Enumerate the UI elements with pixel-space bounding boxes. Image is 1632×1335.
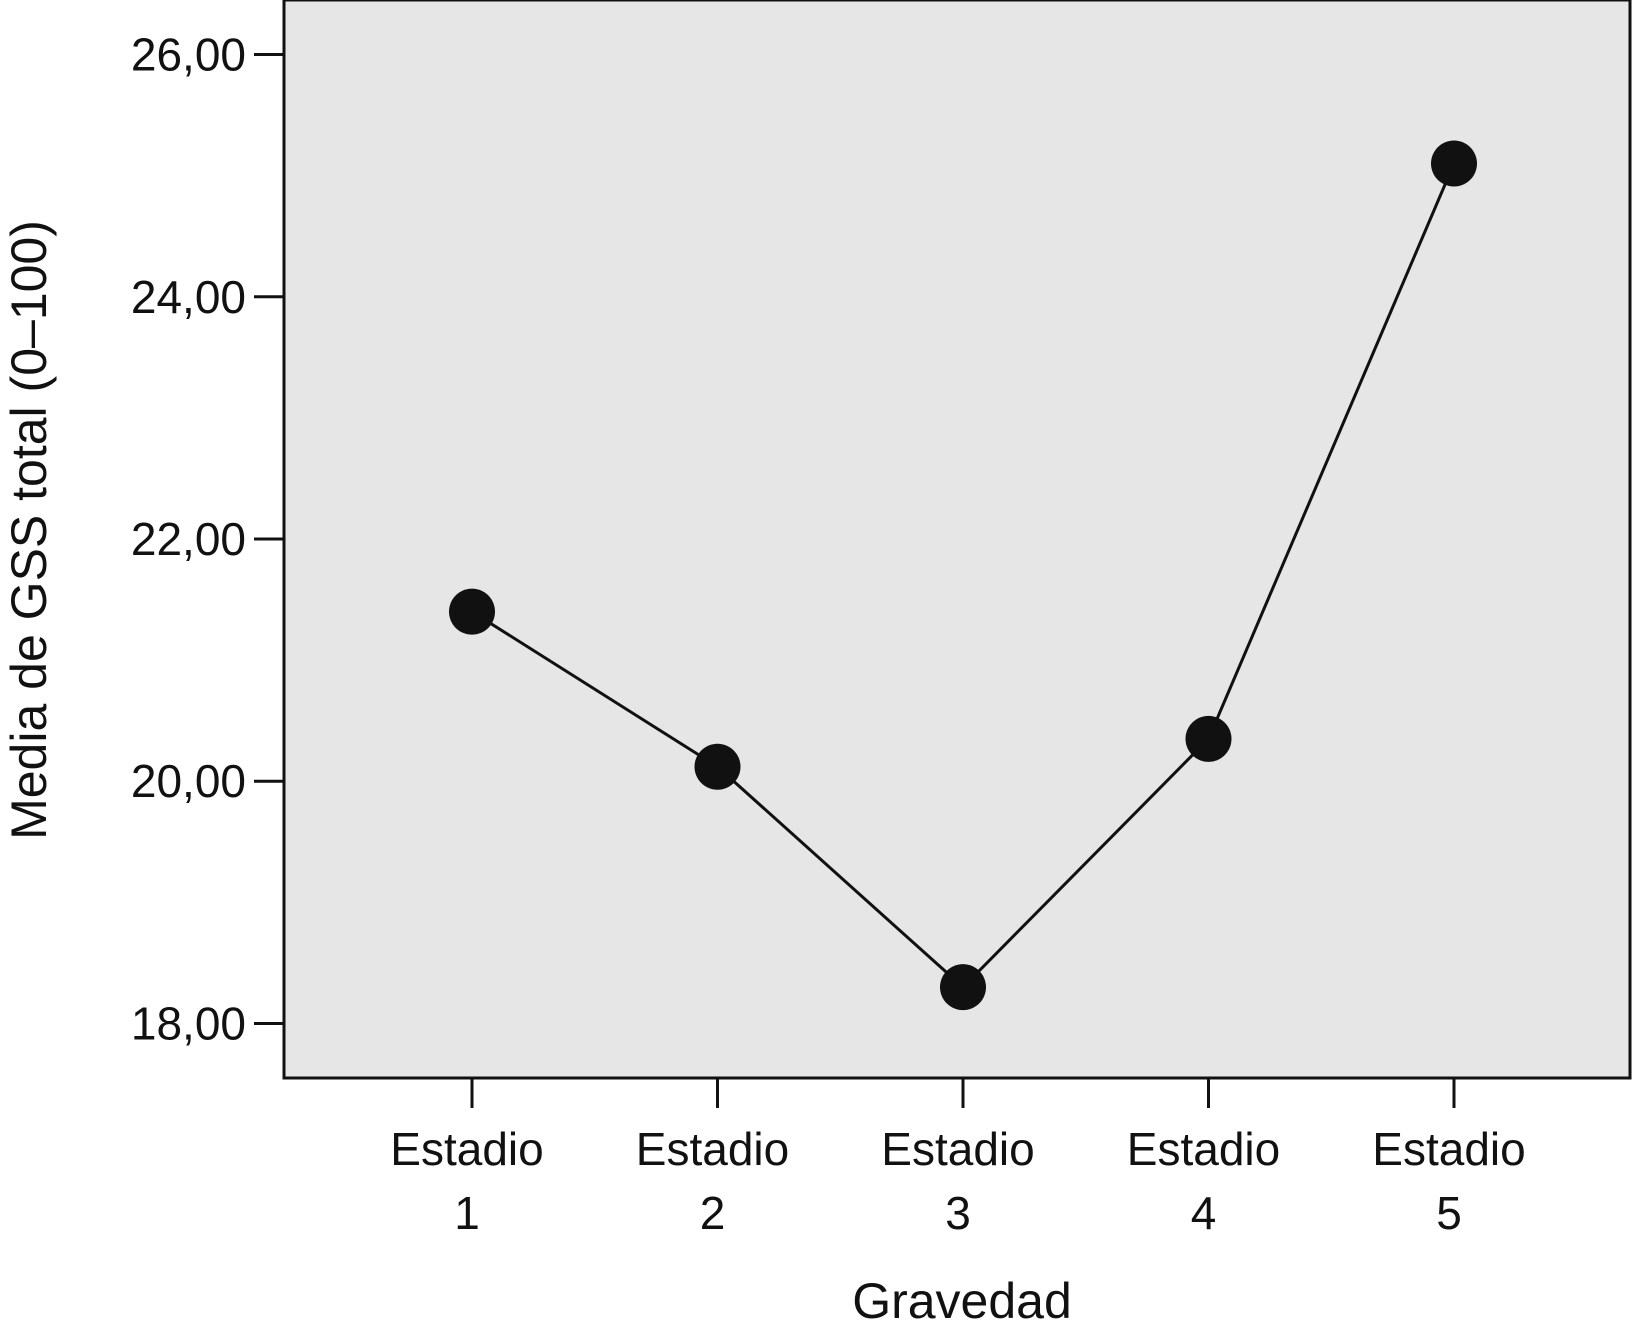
- x-tick-label: Estadio: [881, 1123, 1034, 1175]
- y-tick-label: 22,00: [131, 513, 246, 565]
- x-tick-label: Estadio: [1127, 1123, 1280, 1175]
- x-tick-label: Estadio: [636, 1123, 789, 1175]
- x-tick-label: 3: [945, 1187, 971, 1239]
- y-axis-title: Media de GSS total (0–100): [1, 220, 57, 840]
- x-tick-label: 1: [454, 1187, 480, 1239]
- y-tick-label: 26,00: [131, 29, 246, 81]
- plot-area: [282, 0, 1632, 1080]
- data-point: [449, 588, 495, 635]
- x-tick-label: Estadio: [390, 1123, 543, 1175]
- y-axis-ticks: 18,00 20,00 22,00 24,00 26,00: [131, 29, 284, 1049]
- data-point: [940, 964, 986, 1011]
- series-layer: [449, 140, 1477, 1011]
- y-tick-label: 20,00: [131, 755, 246, 807]
- data-point: [694, 743, 741, 790]
- x-tick-label: 2: [700, 1187, 726, 1239]
- y-tick-label: 24,00: [131, 271, 246, 323]
- x-axis-ticks: Estadio 1 Estadio 2 Estadio 3 Estadio 4 Estadio 5: [390, 1078, 1526, 1239]
- data-point: [1431, 140, 1477, 187]
- x-tick-label: Estadio: [1372, 1123, 1525, 1175]
- y-tick-label: 18,00: [131, 997, 246, 1049]
- x-tick-label: 5: [1436, 1187, 1462, 1239]
- data-point: [1185, 715, 1232, 762]
- x-axis-title: Gravedad: [852, 1273, 1072, 1329]
- x-tick-label: 4: [1191, 1187, 1217, 1239]
